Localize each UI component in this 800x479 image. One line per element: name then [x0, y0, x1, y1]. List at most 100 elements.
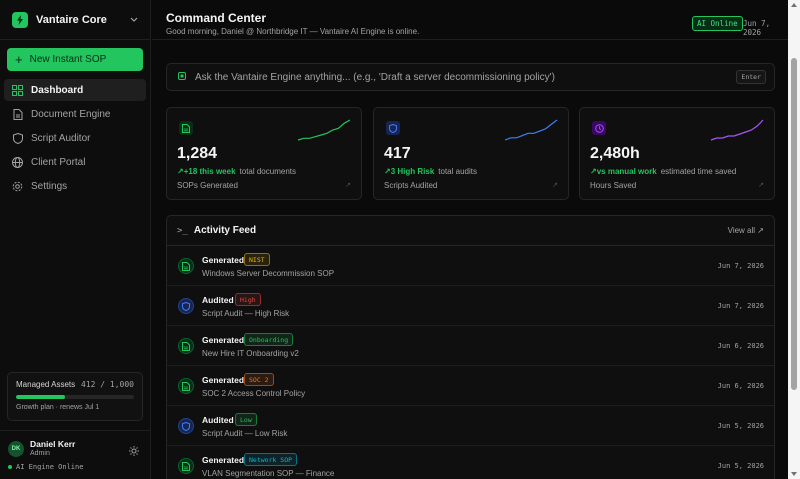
- workspace-switcher[interactable]: Vantaire Core: [0, 0, 150, 40]
- sidebar-item-label: Settings: [31, 180, 68, 192]
- activity-badge: SOC 2: [244, 373, 274, 386]
- page-header: Command Center Good morning, Daniel @ No…: [152, 0, 788, 40]
- ask-engine-bar[interactable]: Enter: [166, 63, 775, 91]
- page-scrollbar[interactable]: [788, 0, 800, 479]
- terminal-icon: >_: [177, 225, 188, 236]
- activity-row[interactable]: Generated Network SOP VLAN Segmentation SO…: [167, 446, 774, 479]
- stat-label: Hours Saved: [590, 181, 637, 190]
- stat-trend-text: estimated time saved: [660, 167, 737, 176]
- shield-icon: [386, 121, 400, 135]
- scroll-up-arrow-icon[interactable]: [791, 3, 797, 7]
- globe-icon: [12, 156, 23, 168]
- view-all-link[interactable]: View all ↗: [727, 226, 764, 235]
- stat-card-hours[interactable]: 2,480h ↗ vs manual work estimated time s…: [579, 107, 775, 200]
- document-icon: [12, 108, 23, 120]
- grid-icon: [12, 84, 23, 96]
- stat-trend: ↗ +18 this week total documents: [177, 167, 296, 176]
- main-content: Command Center Good morning, Daniel @ No…: [152, 0, 788, 479]
- stat-trend-highlight: +18 this week: [183, 167, 236, 176]
- sidebar-item-dashboard[interactable]: Dashboard: [4, 79, 146, 101]
- page-title: Command Center: [166, 11, 267, 25]
- managed-assets-progress-fill: [16, 395, 65, 399]
- managed-assets-title: Managed Assets: [16, 380, 76, 389]
- avatar[interactable]: DK: [8, 441, 24, 457]
- arrow-up-right-icon: ↗: [758, 182, 764, 189]
- theme-toggle-icon[interactable]: [129, 443, 139, 456]
- activity-title: SOC 2 Access Control Policy: [202, 389, 306, 398]
- new-instant-sop-label: New Instant SOP: [29, 54, 107, 65]
- arrow-up-right-icon: ↗: [345, 182, 351, 189]
- sidebar: Vantaire Core + New Instant SOP Dashboar…: [0, 0, 151, 479]
- document-icon: [178, 378, 194, 394]
- user-panel: DK Daniel Kerr Admin AI Engine Online: [0, 430, 151, 479]
- scroll-down-arrow-icon[interactable]: [791, 472, 797, 476]
- activity-date: Jun 6, 2026: [717, 382, 764, 390]
- activity-row[interactable]: Generated SOC 2 SOC 2 Access Control Polic…: [167, 366, 774, 406]
- sidebar-item-document-engine[interactable]: Document Engine: [4, 103, 146, 125]
- stat-value: 1,284: [177, 145, 218, 162]
- header-date: Jun 7, 2026: [743, 19, 771, 37]
- stat-trend-text: total audits: [438, 167, 477, 176]
- user-role: Admin: [30, 450, 50, 457]
- arrow-up-right-icon: ↗: [552, 182, 558, 189]
- trend-up-icon: ↗: [177, 167, 184, 176]
- sidebar-nav: Dashboard Document Engine Script Auditor…: [4, 79, 146, 199]
- activity-badge: Network SOP: [244, 453, 298, 466]
- sidebar-item-script-auditor[interactable]: Script Auditor: [4, 127, 146, 149]
- activity-title: New Hire IT Onboarding v2: [202, 349, 299, 358]
- activity-action: Generated: [202, 375, 245, 385]
- document-icon: [178, 258, 194, 274]
- managed-assets-panel: Managed Assets 412 / 1,000 Growth plan ·…: [7, 372, 143, 421]
- stat-label: SOPs Generated: [177, 181, 238, 190]
- activity-badge: NIST: [244, 253, 270, 266]
- trend-up-icon: ↗: [590, 167, 597, 176]
- managed-assets-progress: [16, 395, 134, 399]
- activity-row[interactable]: Audited Low Script Audit — Low Risk Jun 5, …: [167, 406, 774, 446]
- activity-date: Jun 6, 2026: [717, 342, 764, 350]
- sidebar-item-label: Script Auditor: [31, 132, 91, 144]
- ai-chip-icon: [177, 68, 187, 86]
- activity-feed-title: Activity Feed: [193, 225, 257, 236]
- gear-icon: [12, 181, 23, 192]
- activity-row[interactable]: Generated Onboarding New Hire IT Onboardin…: [167, 326, 774, 366]
- greeting-text: Good morning, Daniel @ Northbridge IT — …: [166, 27, 420, 36]
- user-name: Daniel Kerr: [30, 439, 76, 449]
- sidebar-item-client-portal[interactable]: Client Portal: [4, 151, 146, 173]
- shield-icon: [178, 418, 194, 434]
- chevron-down-icon: [130, 14, 138, 25]
- stat-trend: ↗ vs manual work estimated time saved: [590, 167, 736, 176]
- document-icon: [178, 458, 194, 474]
- stat-card-sops[interactable]: 1,284 ↗ +18 this week total documents SO…: [166, 107, 362, 200]
- status-dot-icon: [8, 465, 12, 469]
- activity-date: Jun 5, 2026: [717, 422, 764, 430]
- stat-card-scripts[interactable]: 417 ↗ 3 High Risk total audits Scripts A…: [373, 107, 569, 200]
- bolt-icon: [12, 11, 28, 28]
- scripts-sparkline: [504, 119, 558, 141]
- activity-action: Generated: [202, 335, 245, 345]
- managed-assets-count: 412 / 1,000: [81, 380, 134, 389]
- new-instant-sop-button[interactable]: + New Instant SOP: [7, 48, 143, 71]
- activity-feed: >_ Activity Feed View all ↗ Generated NIS…: [166, 215, 775, 479]
- scrollbar-thumb[interactable]: [791, 58, 797, 390]
- clock-icon: [592, 121, 606, 135]
- stat-trend-highlight: 3 High Risk: [390, 167, 435, 176]
- activity-row[interactable]: Audited High Script Audit — High Risk Jun 7…: [167, 286, 774, 326]
- activity-title: Script Audit — High Risk: [202, 309, 290, 318]
- activity-date: Jun 7, 2026: [717, 262, 764, 270]
- activity-date: Jun 7, 2026: [717, 302, 764, 310]
- ask-engine-input[interactable]: [195, 71, 715, 83]
- sidebar-item-settings[interactable]: Settings: [4, 175, 146, 197]
- activity-title: Windows Server Decommission SOP: [202, 269, 335, 278]
- stat-value: 417: [384, 145, 411, 162]
- sidebar-item-label: Document Engine: [31, 108, 111, 120]
- shield-icon: [12, 132, 23, 144]
- brand-name: Vantaire Core: [36, 13, 107, 26]
- stat-label: Scripts Audited: [384, 181, 438, 190]
- activity-feed-header: >_ Activity Feed View all ↗: [167, 216, 774, 246]
- activity-row[interactable]: Generated NIST Windows Server Decommission…: [167, 246, 774, 286]
- ai-online-badge: AI Online: [692, 16, 743, 31]
- activity-action: Generated: [202, 255, 245, 265]
- engine-status-text: AI Engine Online: [16, 463, 84, 471]
- sidebar-item-label: Dashboard: [31, 84, 84, 96]
- activity-feed-list: Generated NIST Windows Server Decommission…: [167, 246, 774, 479]
